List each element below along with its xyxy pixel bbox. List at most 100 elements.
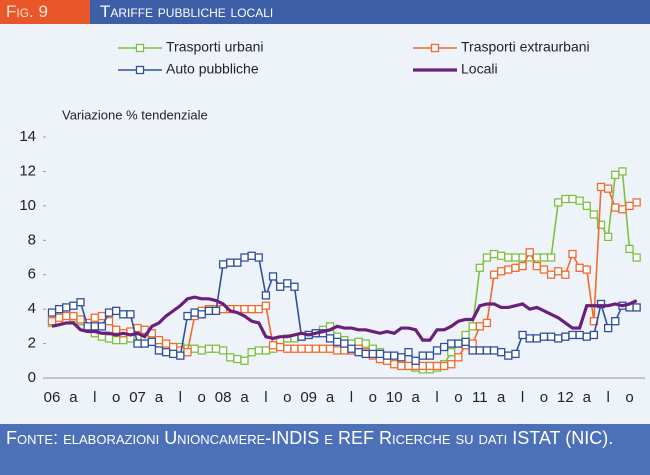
figure-number: Fig. 9 [0, 0, 90, 24]
point-marker [76, 298, 85, 307]
y-axis-title: Variazione % tendenziale [62, 107, 208, 122]
point-marker [589, 210, 599, 219]
x-tick-label: o [540, 389, 548, 406]
point-marker [62, 311, 71, 321]
point-marker [112, 335, 121, 345]
point-marker [283, 344, 292, 353]
point-marker [603, 323, 613, 333]
x-tick-label: a [583, 389, 592, 406]
point-marker [596, 299, 606, 309]
point-marker [554, 267, 563, 276]
x-tick-label: l [93, 389, 96, 406]
point-marker [418, 351, 427, 360]
point-marker [475, 346, 484, 355]
point-marker [447, 339, 456, 348]
legend-label: Trasporti urbani [166, 39, 264, 55]
point-marker [318, 344, 328, 353]
figure-title: Tariffe pubbliche locali [100, 2, 274, 21]
point-marker [532, 261, 541, 271]
point-marker [161, 339, 171, 348]
point-marker [211, 344, 221, 353]
legend-label: Auto pubbliche [166, 61, 259, 77]
point-marker [475, 322, 484, 331]
point-marker [190, 344, 199, 353]
point-marker [554, 198, 563, 207]
y-tick-label: 8 [28, 231, 36, 248]
point-marker [261, 291, 271, 300]
x-tick-label: 11 [472, 389, 488, 406]
point-marker [404, 348, 413, 357]
x-tick-label: o [454, 389, 462, 406]
point-marker [254, 304, 263, 314]
point-marker [119, 335, 128, 345]
point-marker [226, 353, 235, 362]
point-marker [561, 270, 570, 279]
header-bar [0, 0, 650, 24]
point-marker [504, 265, 513, 274]
point-marker [518, 330, 527, 340]
point-marker [582, 201, 591, 211]
point-marker [575, 263, 584, 272]
point-marker [418, 361, 427, 371]
point-marker [211, 306, 221, 316]
point-marker [340, 346, 349, 355]
point-marker [497, 251, 506, 260]
point-marker [511, 349, 520, 359]
point-marker [575, 330, 584, 340]
x-tick-label: o [283, 389, 291, 406]
point-marker [190, 308, 199, 317]
point-marker [69, 301, 78, 310]
point-marker [183, 311, 192, 321]
point-marker [468, 346, 477, 355]
point-marker [468, 339, 477, 348]
point-marker [618, 167, 627, 176]
point-marker [254, 346, 263, 355]
point-marker [325, 334, 335, 343]
y-tick-label: 0 [28, 369, 36, 386]
point-marker [489, 346, 499, 355]
point-marker [603, 184, 613, 193]
x-tick-label: l [264, 389, 267, 406]
point-marker [333, 337, 342, 347]
point-marker [447, 348, 456, 357]
x-tick-label: 10 [386, 389, 403, 406]
point-marker [47, 317, 57, 326]
point-marker [447, 360, 456, 369]
point-marker [397, 361, 406, 371]
point-marker [525, 248, 534, 257]
point-marker [290, 344, 299, 353]
point-marker [240, 304, 249, 314]
point-marker [625, 244, 634, 254]
point-marker [625, 201, 634, 211]
point-marker [561, 332, 570, 341]
point-marker [611, 203, 620, 212]
point-marker [596, 182, 606, 192]
point-marker [218, 346, 228, 355]
y-tick-label: 12 [19, 162, 36, 179]
y-tick-label: 14 [19, 128, 36, 145]
point-marker [511, 253, 520, 262]
point-marker [632, 198, 641, 207]
point-marker [290, 282, 299, 291]
legend-marker [430, 43, 440, 53]
point-marker [261, 301, 271, 310]
point-marker [154, 346, 164, 355]
point-marker [268, 341, 278, 350]
point-marker [568, 330, 577, 340]
point-marker [432, 361, 442, 371]
point-marker [97, 311, 107, 321]
point-marker [69, 311, 78, 321]
x-tick-label: a [240, 389, 249, 406]
point-marker [482, 253, 492, 262]
point-marker [133, 339, 142, 348]
point-marker [575, 196, 584, 205]
point-marker [546, 270, 556, 279]
point-marker [390, 360, 399, 369]
point-marker [276, 282, 285, 291]
point-marker [197, 346, 206, 355]
point-marker [497, 267, 506, 276]
point-marker [54, 304, 64, 314]
point-marker [425, 361, 435, 371]
point-marker [568, 194, 577, 204]
point-marker [368, 349, 378, 359]
